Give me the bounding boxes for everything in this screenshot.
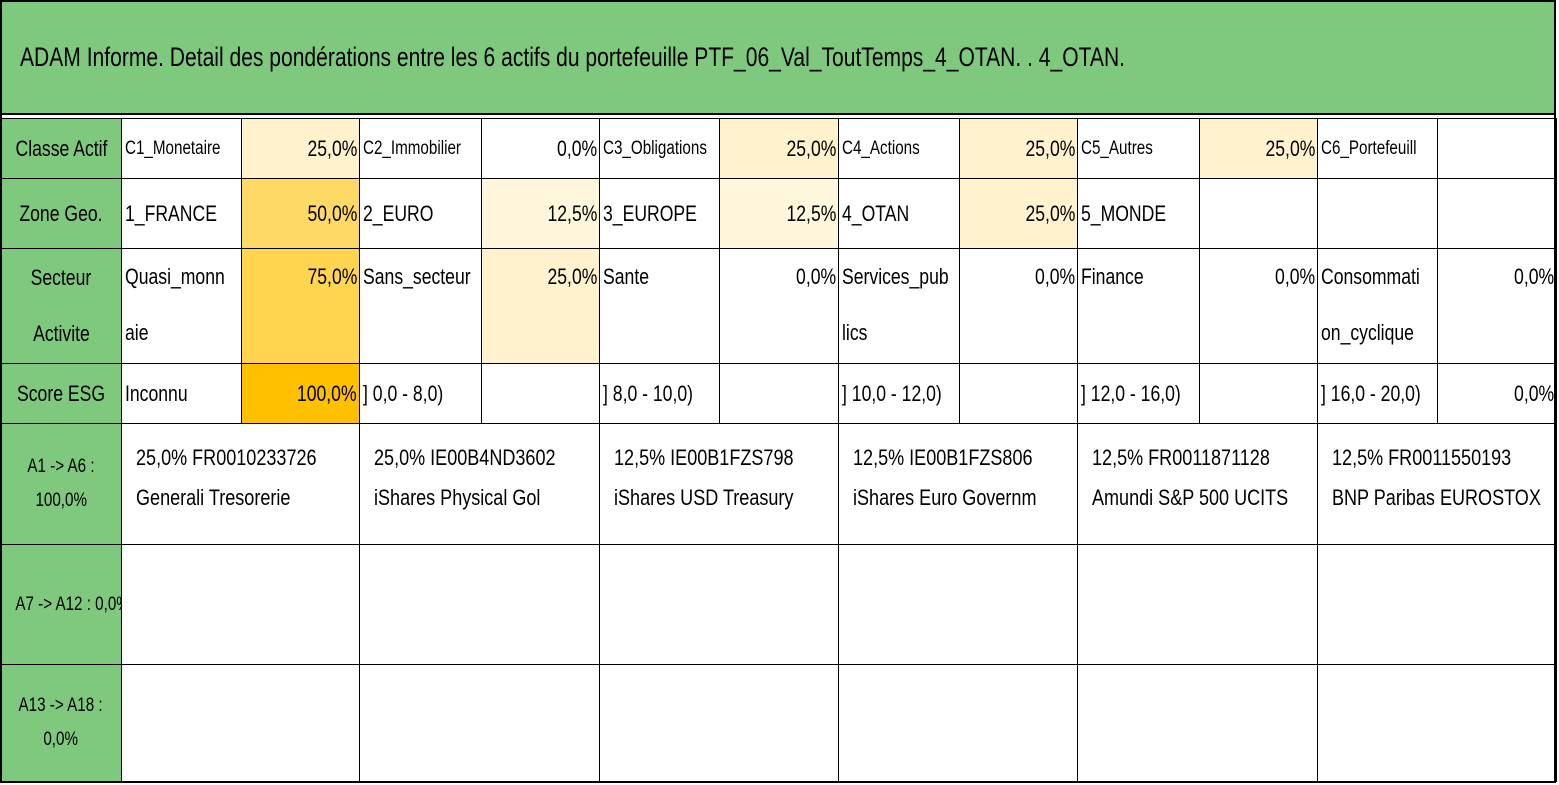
secteur-cell-pct[interactable]: 75,0% (241, 248, 360, 364)
asset-cell[interactable]: 25,0% IE00B4ND3602 iShares Physical Gol (359, 423, 600, 545)
classe-cell-pct[interactable]: 25,0% (241, 118, 360, 179)
weights-table: Classe Actif C1_Monetaire 25,0% C2_Immob… (0, 118, 1557, 782)
zone-cell-name[interactable]: 5_MONDE (1077, 178, 1200, 249)
secteur-cell-pct[interactable]: 0,0% (719, 248, 839, 364)
asset-cell[interactable]: 12,5% FR0011871128 Amundi S&P 500 UCITS (1077, 423, 1318, 545)
classe-cell-pct[interactable]: 25,0% (1199, 118, 1318, 179)
esg-cell-pct[interactable]: 0,0% (1437, 363, 1557, 424)
zone-cell-pct[interactable]: 12,5% (719, 178, 839, 249)
row-label-a13-a18[interactable]: A13 -> A18 : 0,0% (0, 664, 122, 782)
classe-cell-name[interactable]: C6_Portefeuill (1317, 118, 1438, 179)
report-title: ADAM Informe. Detail des pondérations en… (20, 42, 1126, 72)
secteur-cell-name[interactable]: Services_pub lics (838, 248, 960, 364)
zone-cell-pct[interactable] (1199, 178, 1318, 249)
row-zone-geo: Zone Geo. 1_FRANCE 50,0% 2_EURO 12,5% 3_… (0, 178, 1557, 249)
asset-cell-empty[interactable] (1077, 544, 1318, 665)
classe-cell-name[interactable]: C5_Autres (1077, 118, 1200, 179)
asset-cell-empty[interactable] (1077, 664, 1318, 782)
secteur-cell-pct[interactable]: 25,0% (481, 248, 600, 364)
asset-cell-empty[interactable] (838, 664, 1078, 782)
zone-cell-pct[interactable]: 25,0% (959, 178, 1078, 249)
secteur-cell-pct[interactable]: 0,0% (1437, 248, 1557, 364)
row-assets-a13-a18: A13 -> A18 : 0,0% (0, 664, 1557, 782)
asset-cell-empty[interactable] (121, 664, 360, 782)
classe-cell-name[interactable]: C1_Monetaire (121, 118, 242, 179)
zone-cell-name[interactable]: 2_EURO (359, 178, 482, 249)
asset-cell[interactable]: 12,5% IE00B1FZS806 iShares Euro Governm (838, 423, 1078, 545)
classe-cell-name[interactable]: C3_Obligations (599, 118, 720, 179)
report-title-bar: ADAM Informe. Detail des pondérations en… (0, 0, 1556, 115)
esg-cell-pct[interactable] (481, 363, 600, 424)
row-label-a7-a12[interactable]: A7 -> A12 : 0,0% (0, 544, 122, 665)
row-label-secteur-activite[interactable]: Secteur Activite (0, 248, 122, 364)
esg-cell-name[interactable]: ] 0,0 - 8,0) (359, 363, 482, 424)
classe-cell-name[interactable]: C4_Actions (838, 118, 960, 179)
classe-cell-pct[interactable] (1437, 118, 1557, 179)
zone-cell-pct[interactable]: 12,5% (481, 178, 600, 249)
zone-cell-pct[interactable] (1437, 178, 1557, 249)
asset-cell-empty[interactable] (121, 544, 360, 665)
secteur-cell-name[interactable]: Sante (599, 248, 720, 364)
row-score-esg: Score ESG Inconnu 100,0% ] 0,0 - 8,0) ] … (0, 363, 1557, 424)
zone-cell-name[interactable]: 4_OTAN (838, 178, 960, 249)
classe-cell-pct[interactable]: 0,0% (481, 118, 600, 179)
secteur-cell-pct[interactable]: 0,0% (959, 248, 1078, 364)
asset-cell[interactable]: 12,5% FR0011550193 BNP Paribas EUROSTOX (1317, 423, 1557, 545)
asset-cell-empty[interactable] (838, 544, 1078, 665)
zone-cell-name[interactable]: 1_FRANCE (121, 178, 242, 249)
esg-cell-pct[interactable] (1199, 363, 1318, 424)
row-label-classe-actif[interactable]: Classe Actif (0, 118, 122, 179)
esg-cell-name[interactable]: ] 12,0 - 16,0) (1077, 363, 1200, 424)
secteur-cell-pct[interactable]: 0,0% (1199, 248, 1318, 364)
asset-cell-empty[interactable] (599, 664, 839, 782)
secteur-cell-name[interactable]: Sans_secteur (359, 248, 482, 364)
row-label-a1-a6[interactable]: A1 -> A6 : 100,0% (0, 423, 122, 545)
row-assets-a1-a6: A1 -> A6 : 100,0% 25,0% FR0010233726 Gene… (0, 423, 1557, 545)
esg-cell-name[interactable]: ] 16,0 - 20,0) (1317, 363, 1438, 424)
esg-cell-name[interactable]: ] 10,0 - 12,0) (838, 363, 960, 424)
esg-cell-name[interactable]: ] 8,0 - 10,0) (599, 363, 720, 424)
row-label-zone-geo[interactable]: Zone Geo. (0, 178, 122, 249)
zone-cell-name[interactable] (1317, 178, 1438, 249)
asset-cell-empty[interactable] (359, 664, 600, 782)
esg-cell-pct[interactable] (719, 363, 839, 424)
classe-cell-pct[interactable]: 25,0% (959, 118, 1078, 179)
row-secteur-activite: Secteur Activite Quasi_monn aie 75,0% Sa… (0, 248, 1557, 364)
esg-cell-pct[interactable] (959, 363, 1078, 424)
row-classe-actif: Classe Actif C1_Monetaire 25,0% C2_Immob… (0, 118, 1557, 179)
asset-cell[interactable]: 25,0% FR0010233726 Generali Tresorerie (121, 423, 360, 545)
row-label-score-esg[interactable]: Score ESG (0, 363, 122, 424)
asset-cell-empty[interactable] (1317, 544, 1557, 665)
zone-cell-pct[interactable]: 50,0% (241, 178, 360, 249)
zone-cell-name[interactable]: 3_EUROPE (599, 178, 720, 249)
secteur-cell-name[interactable]: Finance (1077, 248, 1200, 364)
classe-cell-pct[interactable]: 25,0% (719, 118, 839, 179)
esg-cell-pct[interactable]: 100,0% (241, 363, 360, 424)
asset-cell[interactable]: 12,5% IE00B1FZS798 iShares USD Treasury (599, 423, 839, 545)
asset-cell-empty[interactable] (599, 544, 839, 665)
secteur-cell-name[interactable]: Consommati on_cyclique (1317, 248, 1438, 364)
row-assets-a7-a12: A7 -> A12 : 0,0% (0, 544, 1557, 665)
asset-cell-empty[interactable] (1317, 664, 1557, 782)
esg-cell-name[interactable]: Inconnu (121, 363, 242, 424)
secteur-cell-name[interactable]: Quasi_monn aie (121, 248, 242, 364)
asset-cell-empty[interactable] (359, 544, 600, 665)
classe-cell-name[interactable]: C2_Immobilier (359, 118, 482, 179)
